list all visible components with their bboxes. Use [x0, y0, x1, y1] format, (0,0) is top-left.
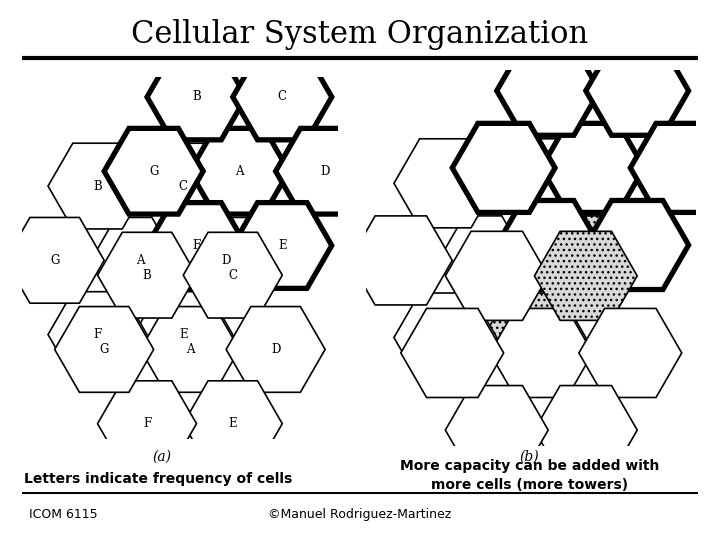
Text: G: G — [149, 165, 158, 178]
Polygon shape — [497, 200, 600, 289]
Text: B: B — [192, 91, 201, 104]
Text: G: G — [50, 254, 59, 267]
Polygon shape — [140, 307, 239, 392]
Polygon shape — [579, 308, 682, 397]
Polygon shape — [483, 293, 586, 382]
Polygon shape — [490, 308, 593, 397]
Polygon shape — [483, 139, 586, 228]
Polygon shape — [147, 54, 246, 140]
Polygon shape — [452, 123, 555, 212]
Polygon shape — [147, 202, 246, 288]
Polygon shape — [176, 218, 276, 303]
Text: (a): (a) — [153, 449, 171, 463]
Polygon shape — [630, 123, 720, 212]
Text: Letters indicate frequency of cells: Letters indicate frequency of cells — [24, 472, 292, 486]
Polygon shape — [226, 307, 325, 392]
Text: ©Manuel Rodriguez-Martinez: ©Manuel Rodriguez-Martinez — [269, 508, 451, 521]
Text: F: F — [192, 239, 201, 252]
Text: A: A — [136, 254, 145, 267]
Polygon shape — [184, 232, 282, 318]
Polygon shape — [497, 46, 600, 136]
Polygon shape — [446, 231, 548, 320]
Polygon shape — [276, 129, 374, 214]
Polygon shape — [48, 143, 147, 229]
Polygon shape — [534, 231, 637, 320]
Polygon shape — [134, 143, 233, 229]
Text: D: D — [320, 165, 330, 178]
Polygon shape — [394, 293, 497, 382]
Text: ICOM 6115: ICOM 6115 — [29, 508, 97, 521]
Polygon shape — [134, 292, 233, 377]
Text: A: A — [235, 165, 243, 178]
Text: E: E — [228, 417, 237, 430]
Polygon shape — [438, 216, 541, 305]
Polygon shape — [233, 54, 332, 140]
Polygon shape — [190, 129, 289, 214]
Text: (b): (b) — [519, 449, 539, 463]
Text: D: D — [271, 343, 280, 356]
Polygon shape — [534, 386, 637, 475]
Polygon shape — [97, 232, 197, 318]
Polygon shape — [349, 216, 452, 305]
Polygon shape — [401, 308, 504, 397]
Polygon shape — [97, 381, 197, 467]
Polygon shape — [586, 200, 688, 289]
Text: Cellular System Organization: Cellular System Organization — [131, 19, 589, 50]
Text: B: B — [93, 180, 102, 193]
Text: F: F — [94, 328, 102, 341]
Polygon shape — [233, 202, 332, 288]
Text: B: B — [143, 269, 151, 282]
Polygon shape — [55, 307, 153, 392]
Text: F: F — [143, 417, 151, 430]
Polygon shape — [446, 386, 548, 475]
Polygon shape — [394, 139, 497, 228]
Polygon shape — [586, 46, 688, 136]
Text: C: C — [278, 91, 287, 104]
Polygon shape — [48, 292, 147, 377]
Text: C: C — [228, 269, 238, 282]
Text: A: A — [186, 343, 194, 356]
Polygon shape — [104, 129, 203, 214]
Polygon shape — [91, 218, 190, 303]
Text: D: D — [222, 254, 231, 267]
Text: More capacity can be added with
more cells (more towers): More capacity can be added with more cel… — [400, 459, 659, 492]
Polygon shape — [541, 123, 644, 212]
Text: G: G — [99, 343, 109, 356]
Polygon shape — [5, 218, 104, 303]
Polygon shape — [528, 216, 630, 305]
Polygon shape — [184, 381, 282, 467]
Text: C: C — [179, 180, 188, 193]
Text: E: E — [179, 328, 188, 341]
Text: E: E — [278, 239, 287, 252]
